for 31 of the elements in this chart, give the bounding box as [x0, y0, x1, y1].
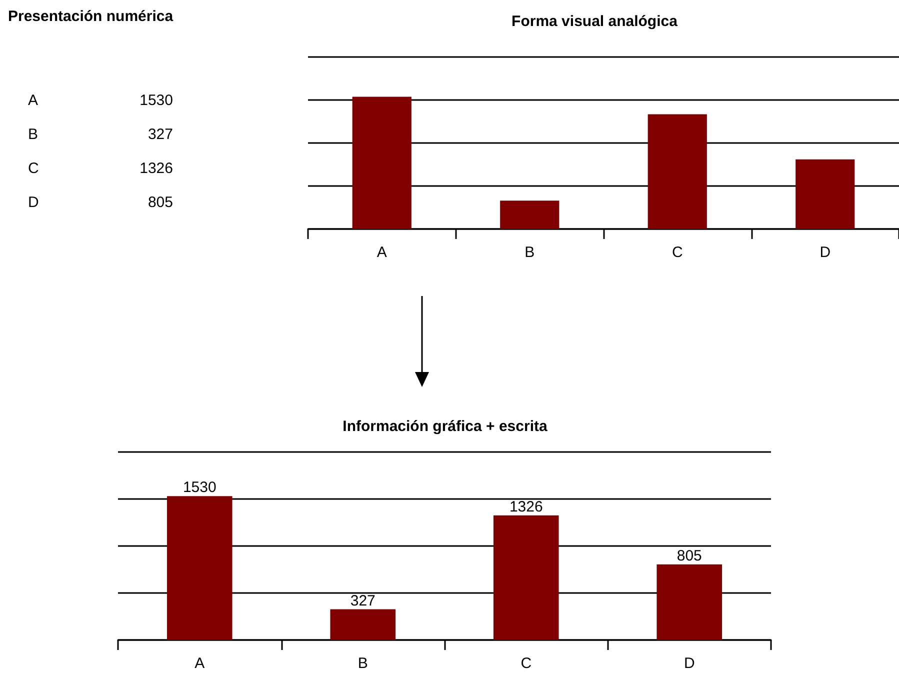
bar [648, 114, 707, 229]
x-tick-label: B [524, 244, 535, 261]
category-label: D [28, 194, 39, 211]
data-label: 805 [146, 194, 173, 211]
x-tick-label: C [672, 244, 683, 261]
text: Presentación numérica [8, 8, 174, 25]
category-label: C [28, 160, 39, 177]
bar [166, 496, 232, 640]
data-label: 327 [146, 126, 173, 143]
bar [500, 200, 560, 229]
data-label: 1530 [182, 479, 216, 496]
data-label: 805 [676, 547, 702, 564]
x-tick-label: B [358, 655, 368, 672]
bar [352, 96, 412, 229]
data-label: 327 [350, 592, 376, 610]
bar [330, 609, 396, 640]
category-label: B [28, 126, 38, 143]
x-tick-label: C [520, 655, 532, 672]
bar [796, 159, 855, 229]
data-label: 1326 [138, 160, 173, 177]
data-label: 1530 [138, 92, 173, 109]
data-label: 1326 [509, 498, 543, 516]
chart-title: Información gráfica + escrita [342, 418, 548, 435]
x-tick-label: D [820, 244, 831, 261]
x-tick-label: A [194, 655, 205, 672]
chart-title: Forma visual analógica [512, 13, 678, 30]
bar [656, 564, 722, 640]
x-tick-label: A [376, 244, 387, 261]
bar [493, 515, 559, 640]
x-tick-label: D [684, 655, 695, 672]
category-label: A [28, 92, 38, 109]
